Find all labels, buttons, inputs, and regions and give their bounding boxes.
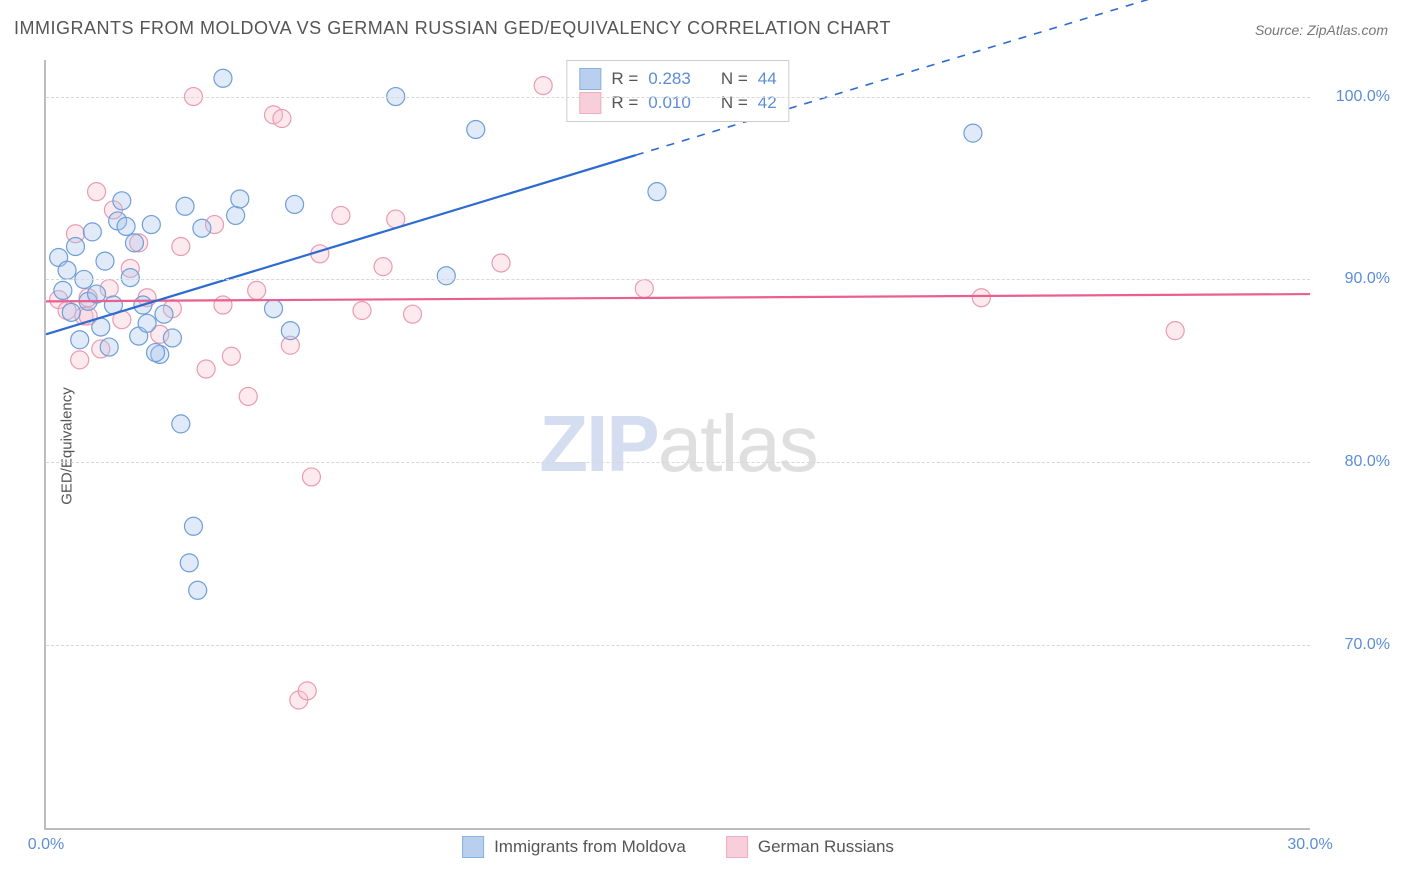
legend-stats-row: R = 0.283 N = 44 bbox=[579, 67, 776, 91]
tick-label-x: 30.0% bbox=[1287, 836, 1332, 854]
source-attribution: Source: ZipAtlas.com bbox=[1255, 22, 1388, 38]
plot-area: ZIPatlas R =0.283N =44R =0.010N =42 Immi… bbox=[44, 60, 1310, 830]
legend-series-label: Immigrants from Moldova bbox=[494, 837, 686, 857]
scatter-point-moldova bbox=[172, 415, 190, 433]
legend-swatch bbox=[726, 836, 748, 858]
scatter-point-german_russian bbox=[71, 351, 89, 369]
scatter-point-moldova bbox=[96, 252, 114, 270]
scatter-point-moldova bbox=[467, 120, 485, 138]
scatter-point-moldova bbox=[83, 223, 101, 241]
gridline-y bbox=[46, 279, 1310, 280]
scatter-point-german_russian bbox=[248, 281, 266, 299]
legend-stats-row: R = 0.010 N = 42 bbox=[579, 91, 776, 115]
scatter-point-moldova bbox=[286, 195, 304, 213]
plot-svg bbox=[46, 60, 1310, 828]
scatter-point-german_russian bbox=[332, 206, 350, 224]
scatter-point-moldova bbox=[648, 183, 666, 201]
legend-n-value: 42 bbox=[758, 91, 777, 115]
legend-swatch bbox=[462, 836, 484, 858]
scatter-point-moldova bbox=[231, 190, 249, 208]
scatter-point-moldova bbox=[163, 329, 181, 347]
legend-r-value: 0.010 bbox=[648, 91, 691, 115]
scatter-point-german_russian bbox=[302, 468, 320, 486]
legend-series-label: German Russians bbox=[758, 837, 894, 857]
scatter-point-moldova bbox=[184, 517, 202, 535]
chart-container: IMMIGRANTS FROM MOLDOVA VS GERMAN RUSSIA… bbox=[0, 0, 1406, 892]
scatter-point-moldova bbox=[121, 269, 139, 287]
scatter-point-moldova bbox=[113, 192, 131, 210]
scatter-point-moldova bbox=[100, 338, 118, 356]
scatter-point-german_russian bbox=[534, 77, 552, 95]
scatter-point-moldova bbox=[147, 344, 165, 362]
scatter-point-moldova bbox=[265, 300, 283, 318]
scatter-point-german_russian bbox=[1166, 322, 1184, 340]
chart-title: IMMIGRANTS FROM MOLDOVA VS GERMAN RUSSIA… bbox=[14, 18, 891, 39]
scatter-point-german_russian bbox=[374, 258, 392, 276]
scatter-point-moldova bbox=[54, 281, 72, 299]
legend-swatch bbox=[579, 92, 601, 114]
legend-stats: R = 0.283 N = 44 R = 0.010 N = 42 bbox=[566, 60, 789, 122]
gridline-y bbox=[46, 645, 1310, 646]
scatter-point-moldova bbox=[437, 267, 455, 285]
scatter-point-german_russian bbox=[88, 183, 106, 201]
scatter-point-moldova bbox=[281, 322, 299, 340]
tick-label-y: 90.0% bbox=[1320, 270, 1390, 288]
scatter-point-moldova bbox=[58, 261, 76, 279]
gridline-y bbox=[46, 462, 1310, 463]
scatter-point-german_russian bbox=[972, 289, 990, 307]
tick-label-y: 100.0% bbox=[1320, 88, 1390, 106]
tick-label-y: 80.0% bbox=[1320, 453, 1390, 471]
legend-series-item: German Russians bbox=[726, 836, 894, 858]
scatter-point-german_russian bbox=[404, 305, 422, 323]
legend-n-value: 44 bbox=[758, 67, 777, 91]
scatter-point-moldova bbox=[117, 217, 135, 235]
tick-label-y: 70.0% bbox=[1320, 636, 1390, 654]
scatter-point-moldova bbox=[180, 554, 198, 572]
trendline-german-russian bbox=[46, 294, 1310, 301]
gridline-y bbox=[46, 97, 1310, 98]
scatter-point-moldova bbox=[155, 305, 173, 323]
scatter-point-moldova bbox=[189, 581, 207, 599]
legend-r-value: 0.283 bbox=[648, 67, 691, 91]
scatter-point-german_russian bbox=[172, 238, 190, 256]
scatter-point-german_russian bbox=[239, 387, 257, 405]
scatter-point-german_russian bbox=[273, 110, 291, 128]
scatter-point-moldova bbox=[193, 219, 211, 237]
legend-swatch bbox=[579, 68, 601, 90]
scatter-point-moldova bbox=[214, 69, 232, 87]
legend-n-label: N = bbox=[721, 91, 748, 115]
scatter-point-moldova bbox=[176, 197, 194, 215]
scatter-point-moldova bbox=[71, 331, 89, 349]
scatter-point-moldova bbox=[227, 206, 245, 224]
scatter-point-german_russian bbox=[353, 302, 371, 320]
scatter-point-moldova bbox=[125, 234, 143, 252]
scatter-point-german_russian bbox=[492, 254, 510, 272]
scatter-point-moldova bbox=[66, 238, 84, 256]
scatter-point-german_russian bbox=[197, 360, 215, 378]
scatter-point-german_russian bbox=[635, 280, 653, 298]
scatter-point-moldova bbox=[62, 303, 80, 321]
scatter-point-german_russian bbox=[298, 682, 316, 700]
legend-series-item: Immigrants from Moldova bbox=[462, 836, 686, 858]
scatter-point-moldova bbox=[964, 124, 982, 142]
tick-label-x: 0.0% bbox=[28, 836, 64, 854]
scatter-point-german_russian bbox=[222, 347, 240, 365]
scatter-point-german_russian bbox=[214, 296, 232, 314]
legend-n-label: N = bbox=[721, 67, 748, 91]
scatter-point-moldova bbox=[142, 216, 160, 234]
legend-r-label: R = bbox=[611, 67, 638, 91]
legend-series: Immigrants from Moldova German Russians bbox=[462, 836, 894, 858]
scatter-point-moldova bbox=[138, 314, 156, 332]
legend-r-label: R = bbox=[611, 91, 638, 115]
